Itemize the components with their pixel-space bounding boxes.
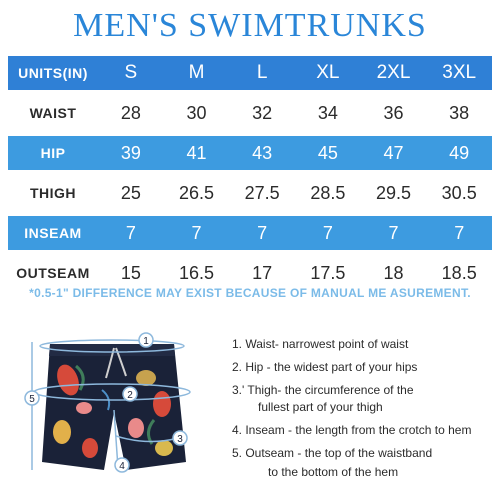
table-cell: 16.5 [178,262,215,283]
units-label: UNITS(IN) [18,65,88,81]
table-cell: 18 [383,262,404,283]
size-s: S [124,62,138,83]
row-label: THIGH [29,185,77,201]
page-title: MEN'S SWIMTRUNKS [73,7,427,44]
table-cell: 17 [252,262,273,283]
size-xl: XL [316,62,340,83]
marker-2: 2 [122,386,138,402]
table-cell: 7 [191,222,202,243]
marker-3: 3 [172,430,188,446]
swim-trunks-illustration: 1 2 3 4 5 [24,332,191,473]
measurement-note: *0.5-1" DIFFERENCE MAY EXIST BECAUSE OF … [29,286,471,300]
table-header-row: UNITS(IN) S M L XL 2XL 3XL [8,56,492,90]
table-cell: 7 [322,222,333,243]
legend-item-outseam-cont: to the bottom of the hem [268,465,399,479]
table-row-waist: WAIST 28 30 32 34 36 38 [8,96,492,130]
legend-item-inseam: 4. Inseam - the length from the crotch t… [232,423,472,437]
row-label: INSEAM [24,225,82,241]
table-cell: 7 [257,222,268,243]
marker-1-label: 1 [143,336,149,347]
table-cell: 7 [454,222,465,243]
table-cell: 27.5 [244,182,280,203]
table-cell: 36 [383,102,404,123]
marker-4: 4 [114,457,130,473]
table-cell: 41 [186,142,207,163]
table-cell: 45 [317,142,338,163]
table-cell: 49 [449,142,470,163]
swim-trunks-diagram: 1 2 3 4 5 [18,320,208,495]
table-cell: 43 [252,142,273,163]
legend-item-thigh-cont: fullest part of your thigh [258,400,383,414]
measurement-legend: 1. Waist- narrowest point of waist 2. Hi… [232,336,500,481]
marker-3-label: 3 [177,434,183,445]
table-cell: 39 [120,142,141,163]
table-cell: 28.5 [310,182,346,203]
table-cell: 26.5 [178,182,215,203]
size-chart-table: UNITS(IN) S M L XL 2XL 3XL WAIST 28 30 3… [8,56,492,290]
table-cell: 38 [449,102,470,123]
floral-pattern [53,364,173,458]
table-cell: 7 [388,222,399,243]
table-cell: 25 [120,182,141,203]
table-cell: 30.5 [441,182,477,203]
legend-item-hip: 2. Hip - the widest part of your hips [232,360,418,374]
legend-item-outseam: 5. Outseam - the top of the waistband [232,446,433,460]
table-cell: 7 [125,222,136,243]
table-row-thigh: THIGH 25 26.5 27.5 28.5 29.5 30.5 [8,176,492,210]
size-m: M [188,62,205,83]
drawstring [105,347,127,379]
marker-1: 1 [138,332,154,348]
marker-5-label: 5 [29,394,35,405]
marker-4-label: 4 [119,461,125,472]
size-l: L [256,62,268,83]
table-row-outseam: OUTSEAM 15 16.5 17 17.5 18 18.5 [8,256,492,290]
size-2xl: 2XL [376,62,411,83]
legend-item-waist: 1. Waist- narrowest point of waist [232,337,409,351]
table-cell: 32 [252,102,273,123]
table-cell: 17.5 [310,262,346,283]
table-cell: 18.5 [441,262,477,283]
legend-item-thigh: 3.' Thigh- the circumference of the [232,383,414,397]
marker-5: 5 [24,390,40,406]
table-row-inseam: INSEAM 7 7 7 7 7 7 [8,216,492,250]
table-cell: 30 [186,102,207,123]
row-label: WAIST [29,105,77,121]
table-cell: 28 [120,102,141,123]
row-label: OUTSEAM [16,265,90,281]
table-cell: 47 [383,142,404,163]
table-cell: 29.5 [376,182,412,203]
size-3xl: 3XL [442,62,477,83]
marker-2-label: 2 [127,390,133,401]
table-cell: 34 [317,102,338,123]
table-cell: 15 [120,262,141,283]
table-row-hip: HIP 39 41 43 45 47 49 [8,136,492,170]
row-label: HIP [40,145,66,161]
